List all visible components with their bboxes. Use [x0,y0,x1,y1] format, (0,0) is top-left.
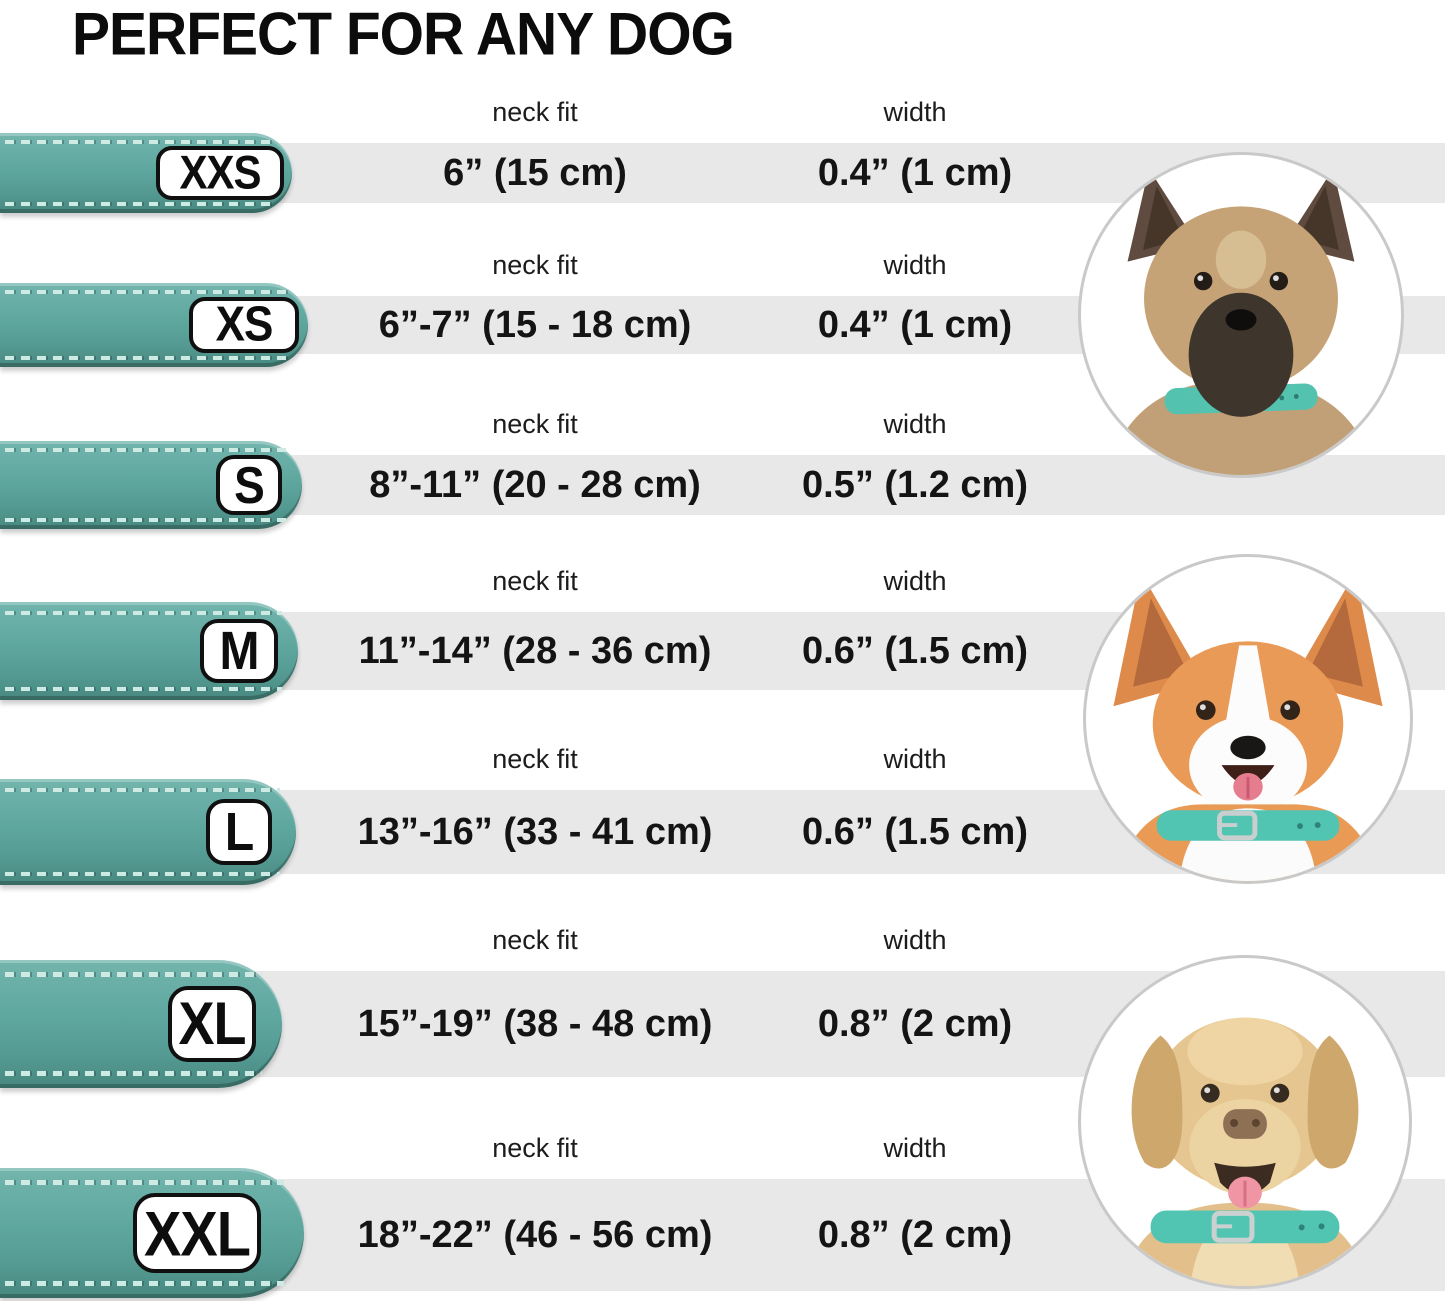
stitch-line [5,518,286,522]
neck-fit-value: 15”-19” (38 - 48 cm) [357,1002,713,1045]
width-value: 0.6” (1.5 cm) [802,629,1028,672]
stitch-line [5,972,262,977]
size-badge: XXS [156,146,284,200]
size-badge: S [216,455,282,515]
size-badge-label: XL [178,990,246,1058]
size-badge-label: L [224,802,254,862]
corgi-illustration [1113,572,1383,881]
labrador-dog-photo [1078,955,1412,1289]
size-badge: XS [189,297,299,353]
width-column-label: width [883,566,947,596]
size-badge-label: S [234,455,265,515]
width-column-label: width [883,1133,947,1163]
neck-fit-value: 8”-11” (20 - 28 cm) [369,463,701,506]
neck-fit-column-label: neck fit [492,744,578,774]
stitch-line [5,448,286,452]
stitch-line [5,872,280,876]
size-badge-label: XS [215,297,274,352]
width-column-label: width [883,925,947,955]
width-value: 0.4” (1 cm) [817,303,1013,346]
neck-fit-value: 18”-22” (46 - 56 cm) [357,1213,713,1256]
size-badge: XXL [133,1193,261,1273]
terrier-dog-photo [1078,152,1404,478]
neck-fit-value: 13”-16” (33 - 41 cm) [357,810,713,853]
collar-strap [0,602,298,700]
width-value: 0.8” (2 cm) [817,1002,1013,1045]
width-column-label: width [883,409,947,439]
size-badge: M [200,619,278,683]
neck-fit-column-label: neck fit [492,97,578,127]
width-column-label: width [883,250,947,280]
width-value: 0.6” (1.5 cm) [802,810,1028,853]
stitch-line [5,1281,284,1286]
stitch-line [5,356,292,360]
neck-fit-column-label: neck fit [492,566,578,596]
labrador-illustration [1121,1017,1369,1286]
neck-fit-column-label: neck fit [492,250,578,280]
stitch-line [5,290,292,294]
neck-fit-value: 11”-14” (28 - 36 cm) [358,629,712,672]
neck-fit-column-label: neck fit [492,409,578,439]
size-badge-label: M [219,621,260,681]
stitch-line [5,202,276,206]
stitch-line [5,788,280,792]
stitch-line [5,1071,262,1076]
size-badge-label: XXS [179,146,261,199]
size-badge: XL [168,986,256,1062]
neck-fit-value: 6” (15 cm) [443,151,627,194]
stitch-line [5,1180,284,1185]
stitch-line [5,611,282,615]
size-badge: L [206,799,272,865]
page-title: PERFECT FOR ANY DOG [72,1,735,69]
width-value: 0.8” (2 cm) [817,1213,1013,1256]
width-value: 0.5” (1.2 cm) [802,463,1028,506]
width-column-label: width [883,97,947,127]
neck-fit-column-label: neck fit [492,1133,578,1163]
stitch-line [5,140,276,144]
width-value: 0.4” (1 cm) [817,151,1013,194]
neck-fit-column-label: neck fit [492,925,578,955]
size-badge-label: XXL [144,1197,251,1269]
terrier-illustration [1105,168,1377,475]
corgi-dog-photo [1083,554,1413,884]
stitch-line [5,687,282,691]
width-column-label: width [883,744,947,774]
neck-fit-value: 6”-7” (15 - 18 cm) [378,303,692,346]
